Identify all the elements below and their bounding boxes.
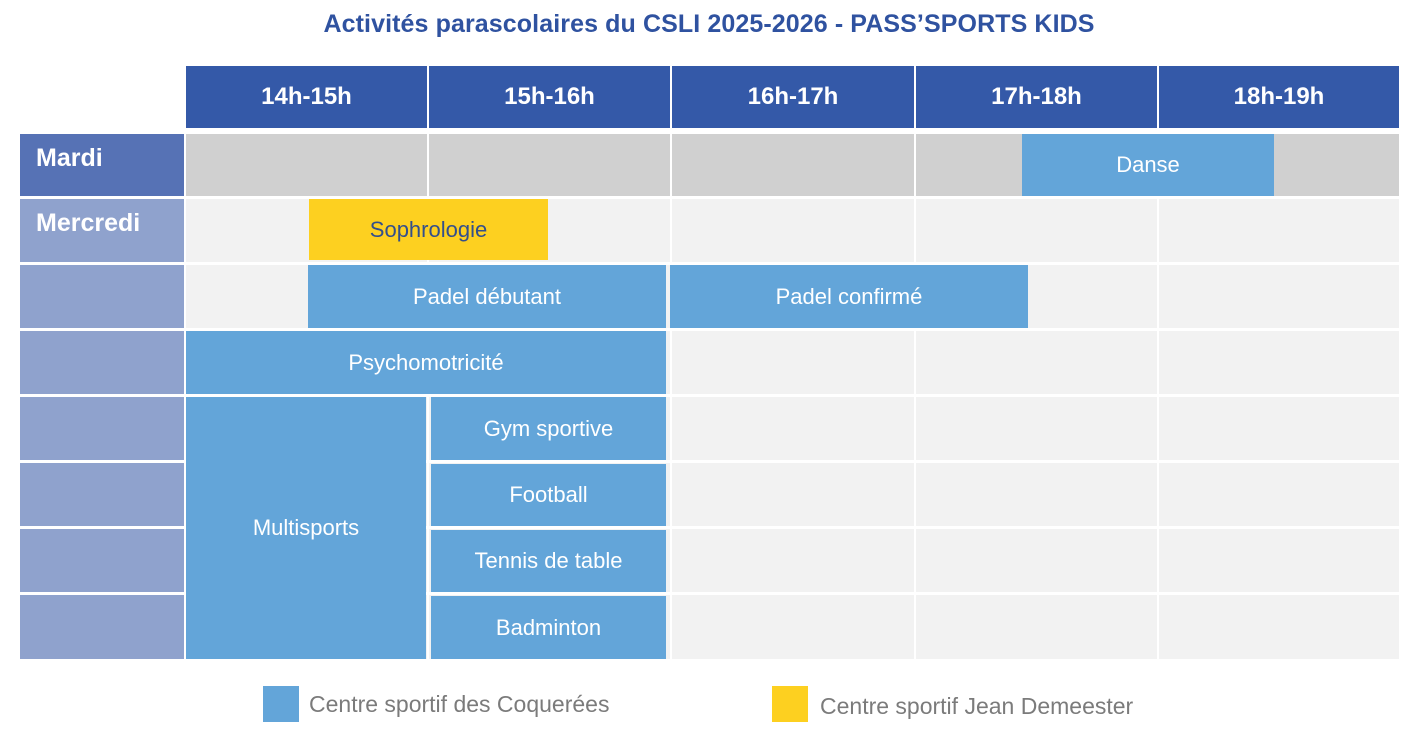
grid-cell	[1159, 265, 1399, 328]
activity-football: Football	[431, 464, 666, 526]
time-slot-header: 14h-15h	[186, 66, 427, 128]
activity-danse: Danse	[1022, 134, 1274, 196]
legend-label-coquerees: Centre sportif des Coquerées	[309, 691, 610, 717]
day-label-empty	[20, 529, 184, 592]
day-label-mercredi: Mercredi	[20, 199, 184, 262]
grid-cell	[672, 463, 914, 526]
grid-cell	[916, 463, 1157, 526]
grid-cell	[1159, 595, 1399, 659]
grid-cell	[916, 199, 1157, 262]
day-label-empty	[20, 265, 184, 328]
time-slot-header: 17h-18h	[916, 66, 1157, 128]
grid-cell	[916, 529, 1157, 592]
grid-cell	[1159, 529, 1399, 592]
grid-cell	[672, 331, 914, 394]
day-label-empty	[20, 463, 184, 526]
activity-badminton: Badminton	[431, 596, 666, 659]
grid-cell	[1159, 397, 1399, 460]
grid-cell	[672, 529, 914, 592]
grid-cell	[1159, 199, 1399, 262]
grid-cell	[672, 595, 914, 659]
activity-padel-confirme: Padel confirmé	[670, 265, 1028, 328]
grid-cell	[186, 134, 427, 196]
grid-cell	[1159, 463, 1399, 526]
activity-padel-debutant: Padel débutant	[308, 265, 666, 328]
activity-multisports: Multisports	[186, 397, 426, 659]
legend-swatch-demeester	[772, 686, 808, 722]
activity-sophrologie: Sophrologie	[309, 199, 548, 260]
day-label-empty	[20, 397, 184, 460]
legend-label-demeester: Centre sportif Jean Demeester	[820, 693, 1134, 719]
day-label-mardi: Mardi	[20, 134, 184, 196]
activity-tennis-de-table: Tennis de table	[431, 530, 666, 592]
page-title: Activités parascolaires du CSLI 2025-202…	[323, 10, 1095, 38]
grid-cell	[672, 199, 914, 262]
grid-cell	[429, 134, 670, 196]
activity-gym-sportive: Gym sportive	[431, 397, 666, 460]
grid-cell	[916, 397, 1157, 460]
grid-cell	[672, 397, 914, 460]
grid-cell	[916, 331, 1157, 394]
day-label-empty	[20, 595, 184, 659]
day-label-empty	[20, 331, 184, 394]
grid-cell	[916, 595, 1157, 659]
activity-psychomotricite: Psychomotricité	[186, 331, 666, 394]
time-slot-header: 16h-17h	[672, 66, 914, 128]
grid-cell	[672, 134, 914, 196]
grid-cell	[1159, 331, 1399, 394]
time-slot-header: 18h-19h	[1159, 66, 1399, 128]
time-slot-header: 15h-16h	[429, 66, 670, 128]
legend-swatch-coquerees	[263, 686, 299, 722]
